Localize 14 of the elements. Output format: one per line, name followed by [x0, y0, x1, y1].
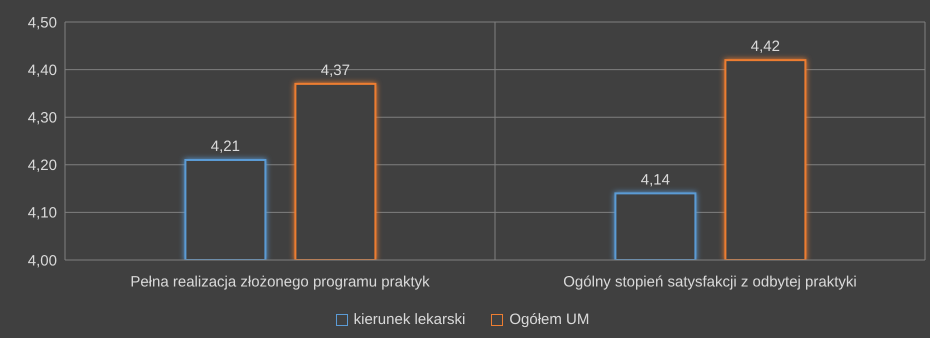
data-label: 4,14 — [640, 171, 670, 188]
y-tick-label: 4,10 — [28, 204, 57, 222]
y-tick-label: 4,00 — [28, 252, 57, 270]
y-tick-label: 4,40 — [28, 62, 57, 79]
data-label: 4,37 — [320, 62, 350, 79]
x-tick-label: Pełna realizacja złożonego programu praktyk — [130, 274, 430, 291]
data-label: 4,21 — [210, 138, 240, 156]
x-tick-label: Ogólny stopień satysfakcji z odbytej praktyki — [563, 274, 857, 291]
y-tick-label: 4,30 — [28, 110, 57, 127]
data-label: 4,42 — [750, 38, 780, 56]
legend-label: Ogółem UM — [508, 311, 590, 328]
y-tick-label: 4,20 — [28, 157, 57, 174]
y-tick-label: 4,50 — [28, 14, 57, 32]
legend-label: kierunek lekarski — [352, 311, 466, 328]
